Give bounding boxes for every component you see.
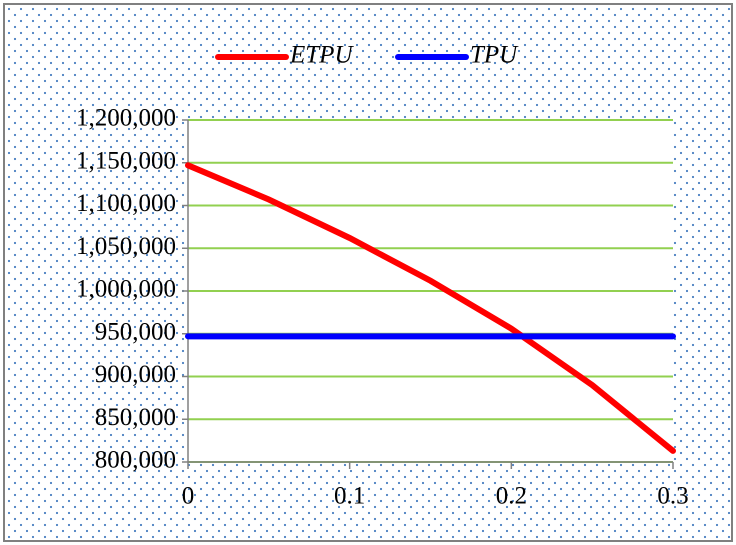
x-tick-label: 0.3 xyxy=(657,483,688,510)
y-tick-label: 1,100,000 xyxy=(76,190,176,217)
y-tick-label: 900,000 xyxy=(95,361,176,388)
y-tick-label: 850,000 xyxy=(95,404,176,431)
line-series xyxy=(185,162,676,454)
y-tick-label: 1,050,000 xyxy=(76,233,176,260)
legend-label: TPU xyxy=(470,42,519,69)
y-tick-label: 1,200,000 xyxy=(76,105,176,132)
y-tick-label: 1,150,000 xyxy=(76,147,176,174)
legend-label: ETPU xyxy=(289,42,354,69)
y-tick-label: 800,000 xyxy=(95,447,176,474)
x-tick-label: 0 xyxy=(182,483,195,510)
x-tick-label: 0.2 xyxy=(496,483,527,510)
y-tick-label: 1,000,000 xyxy=(76,276,176,303)
y-tick-label: 950,000 xyxy=(95,318,176,345)
x-tick-label: 0.1 xyxy=(334,483,365,510)
